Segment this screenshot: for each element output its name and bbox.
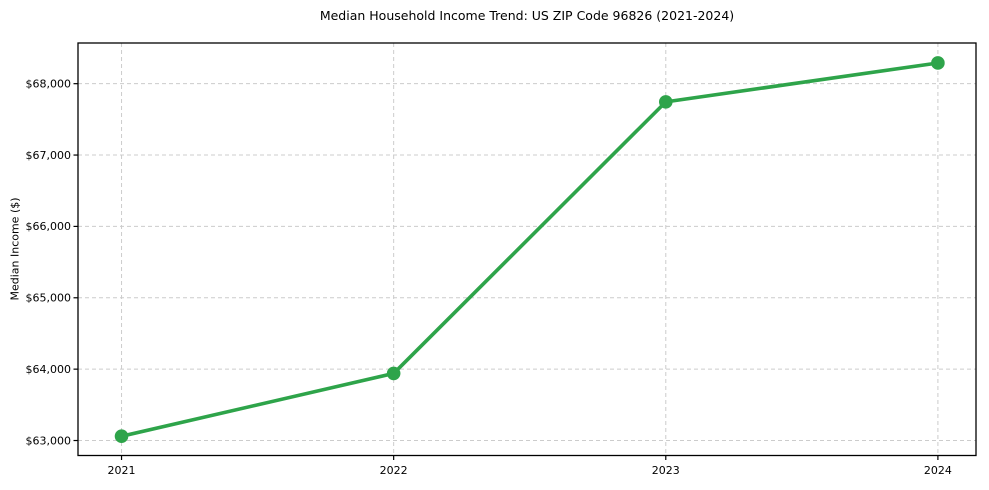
y-tick-label: $65,000 (26, 292, 72, 305)
series-group (114, 56, 945, 444)
chart-title: Median Household Income Trend: US ZIP Co… (319, 8, 735, 23)
gridlines-group (78, 43, 976, 456)
tick-labels-group: $63,000 $64,000 $65,000 $66,000 $67,000 $68,0… (26, 77, 952, 477)
data-point-2023 (658, 95, 673, 109)
plot-border (77, 42, 977, 457)
income-trend-line (119, 61, 940, 439)
data-point-2021 (114, 429, 129, 444)
x-tick-label: 2021 (108, 464, 136, 477)
data-point-2022 (386, 366, 401, 381)
y-axis-title: Median Income ($) (8, 197, 22, 301)
y-tick-label: $67,000 (26, 149, 72, 162)
x-tick-label: 2022 (380, 464, 408, 477)
axes-group (73, 42, 977, 460)
x-tick-label: 2023 (652, 464, 680, 477)
y-tick-label: $63,000 (26, 434, 72, 447)
y-tick-label: $64,000 (26, 363, 72, 376)
y-tick-label: $66,000 (26, 220, 72, 233)
y-tick-label: $68,000 (26, 77, 72, 90)
data-point-2024 (931, 56, 945, 70)
x-tick-label: 2024 (924, 464, 952, 477)
